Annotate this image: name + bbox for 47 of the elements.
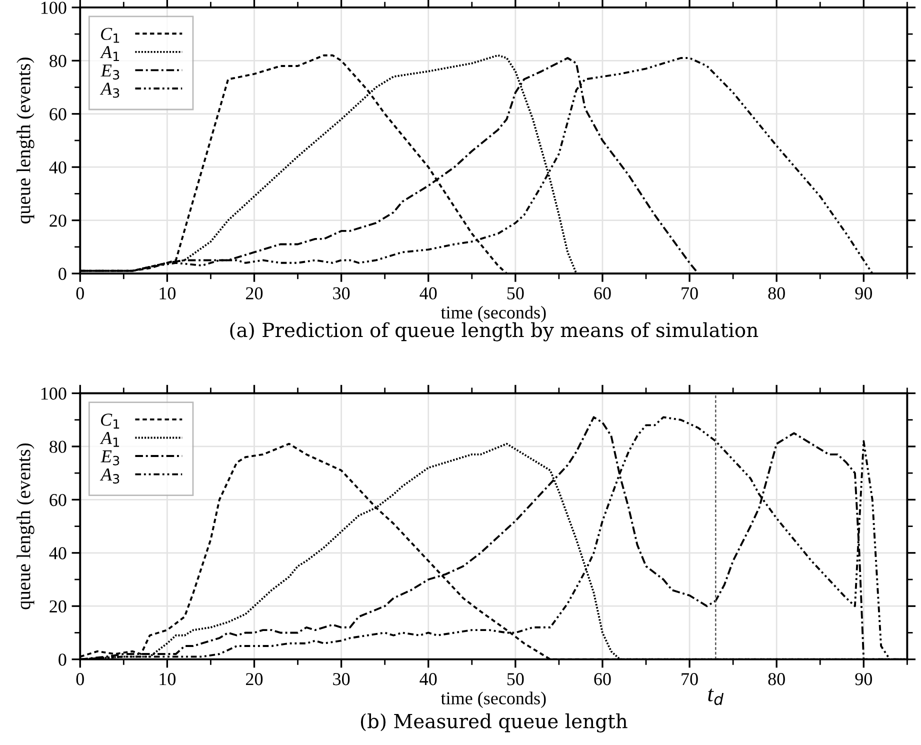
y-tick-label: 20 xyxy=(50,600,66,613)
x-tick-label: 60 xyxy=(594,673,611,686)
x-tick-label: 40 xyxy=(420,673,437,686)
legend-label: A$_{3}$ xyxy=(100,82,120,98)
y-tick-label: 60 xyxy=(50,494,66,506)
legend-label: A$_{3}$ xyxy=(100,468,120,484)
x-tick-label: 30 xyxy=(333,673,350,686)
x-tick-label: 70 xyxy=(682,287,698,300)
y-tick-label: 80 xyxy=(50,54,66,68)
legend-label: C$_{1}$ xyxy=(100,414,120,429)
text: (a) Prediction of queue length by means of simulation xyxy=(230,322,758,342)
x-tick-label: 0 xyxy=(76,673,84,686)
x-tick-label: 10 xyxy=(160,287,176,300)
x-tick-label: 90 xyxy=(855,287,872,300)
x-tick-label: 50 xyxy=(507,673,524,686)
x-tick-label: 40 xyxy=(420,287,437,300)
x-tick-label: 60 xyxy=(594,287,611,300)
y-tick-label: 100 xyxy=(41,388,66,400)
x-tick-label: 0 xyxy=(76,287,84,300)
y-tick-label: 80 xyxy=(50,440,66,453)
y-tick-label: 40 xyxy=(49,547,66,560)
legend-label: A$_{1}$ xyxy=(100,46,119,62)
x-tick-label: 80 xyxy=(768,673,785,686)
legend-label: E$_{3}$ xyxy=(100,64,120,80)
x-tick-label: 10 xyxy=(160,673,176,686)
y-tick-label: 60 xyxy=(50,108,66,120)
legend-label: C$_{1}$ xyxy=(100,28,120,43)
x-tick-label: 20 xyxy=(246,287,263,300)
x-tick-label: 30 xyxy=(333,287,350,300)
legend-label: E$_{3}$ xyxy=(100,450,120,466)
x-tick-label: 90 xyxy=(855,673,872,686)
x-tick-label: 70 xyxy=(682,673,698,686)
x-tick-label: 20 xyxy=(246,673,263,686)
x-axis-title: time (seconds) xyxy=(440,692,546,708)
x-axis-title: time (seconds) xyxy=(440,306,546,322)
y-tick-label: 100 xyxy=(41,2,66,14)
y-axis-title: queue length (events) xyxy=(16,443,34,610)
x-tick-label: 50 xyxy=(507,287,524,300)
x-tick-label: 80 xyxy=(768,287,785,300)
ref-line-label: t$_{d}$ xyxy=(708,688,724,706)
y-axis-title: queue length (events) xyxy=(16,58,34,224)
legend-label: A$_{1}$ xyxy=(100,432,119,447)
y-tick-label: 20 xyxy=(50,214,66,227)
y-tick-label: 0 xyxy=(58,654,66,666)
y-tick-label: 0 xyxy=(58,268,66,280)
y-tick-label: 40 xyxy=(49,161,66,174)
text: (b) Measured queue length xyxy=(360,713,628,732)
